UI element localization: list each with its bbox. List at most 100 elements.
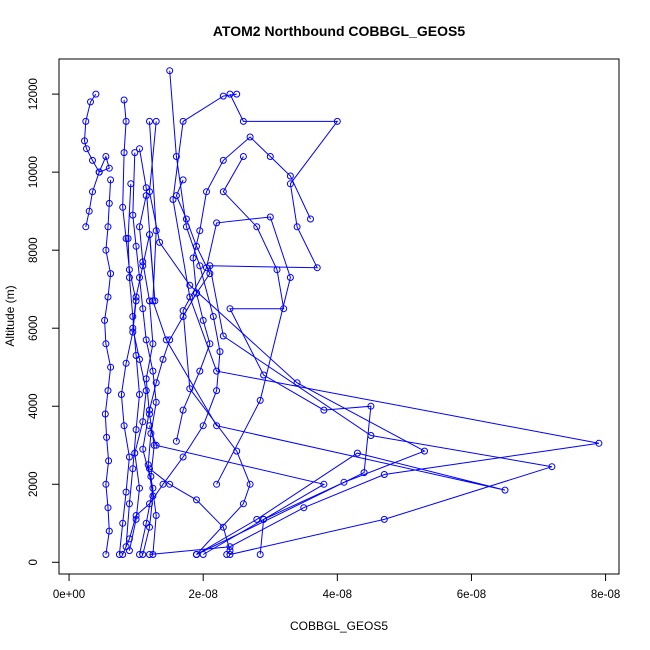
data-point bbox=[139, 305, 147, 313]
data-point bbox=[131, 449, 139, 457]
data-point bbox=[256, 396, 264, 404]
data-point bbox=[239, 153, 247, 160]
data-point bbox=[125, 274, 133, 281]
data-point bbox=[125, 535, 133, 543]
data-point bbox=[105, 199, 113, 207]
data-point bbox=[129, 211, 137, 219]
data-point bbox=[246, 133, 254, 141]
data-point bbox=[193, 242, 200, 250]
data-point bbox=[81, 137, 88, 145]
data-point bbox=[182, 215, 190, 223]
data-point bbox=[266, 213, 274, 221]
data-point bbox=[142, 336, 150, 344]
x-tick-label: 2e-08 bbox=[188, 589, 217, 601]
data-point bbox=[146, 117, 153, 125]
data-point bbox=[280, 305, 288, 313]
data-point bbox=[119, 551, 127, 558]
data-point bbox=[102, 551, 110, 558]
data-point bbox=[129, 313, 137, 320]
data-point bbox=[147, 473, 155, 480]
data-point bbox=[313, 264, 321, 272]
profile-line bbox=[128, 148, 156, 551]
data-point bbox=[186, 385, 194, 393]
data-point bbox=[146, 297, 153, 305]
data-point bbox=[273, 266, 281, 274]
data-point bbox=[213, 219, 221, 227]
y-tick-label: 4000 bbox=[28, 393, 40, 419]
profile-line bbox=[132, 152, 157, 555]
data-point bbox=[107, 270, 115, 278]
x-tick-label: 6e-08 bbox=[457, 589, 486, 601]
data-point bbox=[105, 457, 113, 465]
data-point bbox=[122, 359, 130, 367]
plot-frame bbox=[58, 58, 620, 575]
data-point bbox=[132, 512, 140, 519]
data-point bbox=[147, 430, 155, 437]
data-point bbox=[300, 504, 308, 512]
data-point bbox=[139, 258, 147, 266]
data-point bbox=[219, 332, 227, 340]
data-point bbox=[107, 363, 115, 371]
data-point bbox=[203, 264, 210, 272]
data-point bbox=[146, 231, 153, 239]
data-point bbox=[119, 203, 127, 211]
y-tick-label: 0 bbox=[28, 559, 40, 565]
data-point bbox=[132, 242, 140, 250]
y-tick-label: 6000 bbox=[28, 315, 40, 341]
data-point bbox=[219, 523, 227, 531]
data-point bbox=[182, 223, 190, 231]
data-point bbox=[206, 262, 214, 270]
data-point bbox=[146, 551, 153, 558]
data-point bbox=[146, 500, 153, 508]
y-tick-label: 12000 bbox=[28, 78, 40, 110]
profile-line bbox=[125, 183, 141, 547]
data-point bbox=[340, 478, 348, 486]
data-point bbox=[203, 188, 210, 196]
data-point bbox=[193, 551, 200, 558]
data-point bbox=[149, 551, 157, 558]
profile-line bbox=[148, 121, 426, 555]
data-point bbox=[117, 391, 125, 398]
data-point bbox=[136, 355, 143, 363]
data-point bbox=[293, 379, 301, 387]
data-point bbox=[95, 168, 103, 176]
data-point bbox=[142, 375, 150, 383]
data-point bbox=[286, 274, 294, 281]
profile-line bbox=[118, 99, 137, 555]
data-point bbox=[125, 500, 133, 508]
data-point bbox=[320, 480, 328, 488]
data-point bbox=[102, 246, 110, 254]
data-point bbox=[132, 293, 140, 301]
data-point bbox=[102, 340, 110, 348]
data-point bbox=[146, 523, 153, 531]
data-point bbox=[152, 512, 160, 519]
data-point bbox=[82, 117, 90, 125]
data-point bbox=[260, 371, 268, 379]
data-point bbox=[253, 515, 261, 523]
data-point bbox=[85, 207, 93, 215]
data-point bbox=[226, 305, 234, 313]
profile-line bbox=[149, 121, 506, 555]
data-point bbox=[139, 418, 147, 426]
data-point bbox=[501, 486, 509, 494]
profile-lines bbox=[83, 70, 599, 555]
data-point bbox=[159, 480, 167, 488]
data-point bbox=[260, 515, 268, 523]
data-point bbox=[142, 192, 150, 200]
data-point bbox=[104, 387, 112, 395]
data-point bbox=[186, 281, 194, 289]
data-point bbox=[102, 480, 110, 488]
data-point bbox=[152, 398, 160, 406]
data-point bbox=[213, 480, 221, 488]
data-point bbox=[146, 422, 153, 430]
data-point bbox=[119, 519, 127, 527]
data-point bbox=[162, 336, 170, 344]
data-point bbox=[166, 480, 174, 488]
data-point bbox=[152, 227, 160, 235]
data-point bbox=[179, 117, 187, 125]
data-point bbox=[286, 172, 294, 180]
data-point bbox=[166, 336, 174, 344]
data-point bbox=[132, 515, 140, 523]
data-point bbox=[206, 270, 214, 278]
data-point bbox=[253, 223, 261, 231]
